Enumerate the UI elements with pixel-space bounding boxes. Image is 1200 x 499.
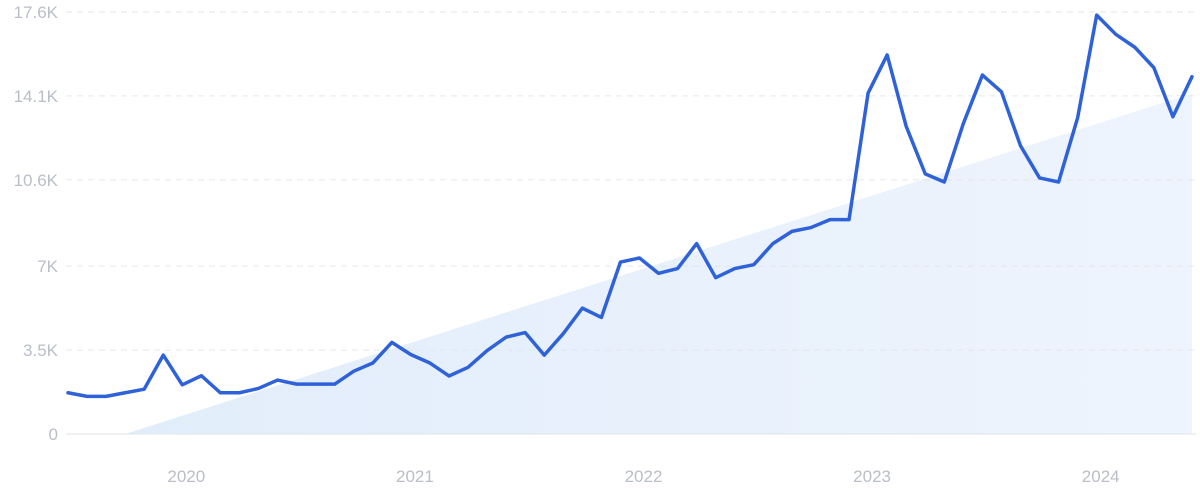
x-tick-label: 2023 — [853, 467, 891, 486]
trend-area-layer — [125, 93, 1192, 434]
y-tick-label: 7K — [37, 257, 58, 276]
y-tick-label: 3.5K — [23, 341, 59, 360]
series-layer — [66, 13, 1194, 399]
y-tick-label: 14.1K — [14, 87, 59, 106]
x-tick-label: 2020 — [167, 467, 205, 486]
y-axis: 0 3.5K 7K 10.6K 14.1K 17.6K — [14, 3, 59, 444]
y-tick-label: 10.6K — [14, 171, 59, 190]
trend-area — [125, 93, 1192, 434]
grid-layer — [66, 11, 1196, 435]
x-axis: 2020 2021 2022 2023 2024 — [167, 467, 1119, 486]
y-tick-label: 0 — [49, 425, 58, 444]
series-line — [66, 13, 1194, 399]
x-tick-label: 2021 — [396, 467, 434, 486]
y-tick-label: 17.6K — [14, 3, 59, 22]
x-tick-label: 2024 — [1082, 467, 1120, 486]
x-tick-label: 2022 — [625, 467, 663, 486]
